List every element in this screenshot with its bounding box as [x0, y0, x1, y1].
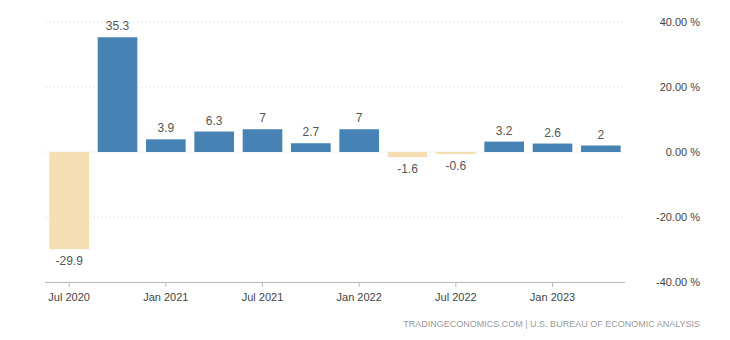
bar [146, 139, 186, 152]
bar [339, 129, 379, 152]
bars [49, 37, 620, 249]
data-label: 6.3 [206, 114, 223, 128]
chart: -40.00 % -20.00 % 0.00 % 20.00 % 40.00 % -29.… [0, 0, 730, 340]
y-tick-label: -40.00 % [656, 276, 700, 288]
x-tick-label: Jul 2020 [48, 291, 90, 303]
x-tick [552, 282, 553, 287]
x-tick-label: Jan 2023 [530, 291, 575, 303]
y-tick-label: 20.00 % [660, 81, 701, 93]
bar [388, 152, 428, 157]
bar [194, 132, 234, 152]
data-label: 2.6 [544, 126, 561, 140]
bar [49, 152, 89, 249]
x-tick [69, 282, 70, 287]
data-label: 2 [597, 128, 604, 142]
bar [291, 143, 331, 152]
x-tick [455, 282, 456, 287]
x-axis [45, 282, 625, 283]
x-tick-label: Jul 2022 [435, 291, 477, 303]
data-label: -0.6 [445, 159, 466, 173]
bar [243, 129, 283, 152]
data-label: 2.7 [302, 125, 319, 139]
data-label: 7 [259, 111, 266, 125]
data-label: -29.9 [55, 254, 83, 268]
bar [436, 152, 476, 154]
data-label: 35.3 [106, 19, 130, 33]
bar [581, 146, 621, 153]
x-tick-label: Jul 2021 [242, 291, 284, 303]
data-label: 3.2 [496, 124, 513, 138]
bar [533, 144, 573, 152]
data-label: -1.6 [397, 162, 418, 176]
y-tick-label: 40.00 % [660, 16, 701, 28]
grid-line [45, 22, 625, 23]
grid-line [45, 282, 625, 283]
grid-line [45, 217, 625, 218]
data-label: 3.9 [157, 121, 174, 135]
bar [484, 142, 524, 152]
y-tick-label: -20.00 % [656, 211, 700, 223]
x-tick [165, 282, 166, 287]
x-tick [359, 282, 360, 287]
y-tick-label: 0.00 % [666, 146, 700, 158]
x-tick [262, 282, 263, 287]
source: TRADINGECONOMICS.COM | U.S. BUREAU OF EC… [403, 319, 700, 329]
data-label: 7 [356, 111, 363, 125]
x-tick-label: Jan 2021 [143, 291, 188, 303]
x-tick-label: Jan 2022 [337, 291, 382, 303]
bar [98, 37, 138, 152]
